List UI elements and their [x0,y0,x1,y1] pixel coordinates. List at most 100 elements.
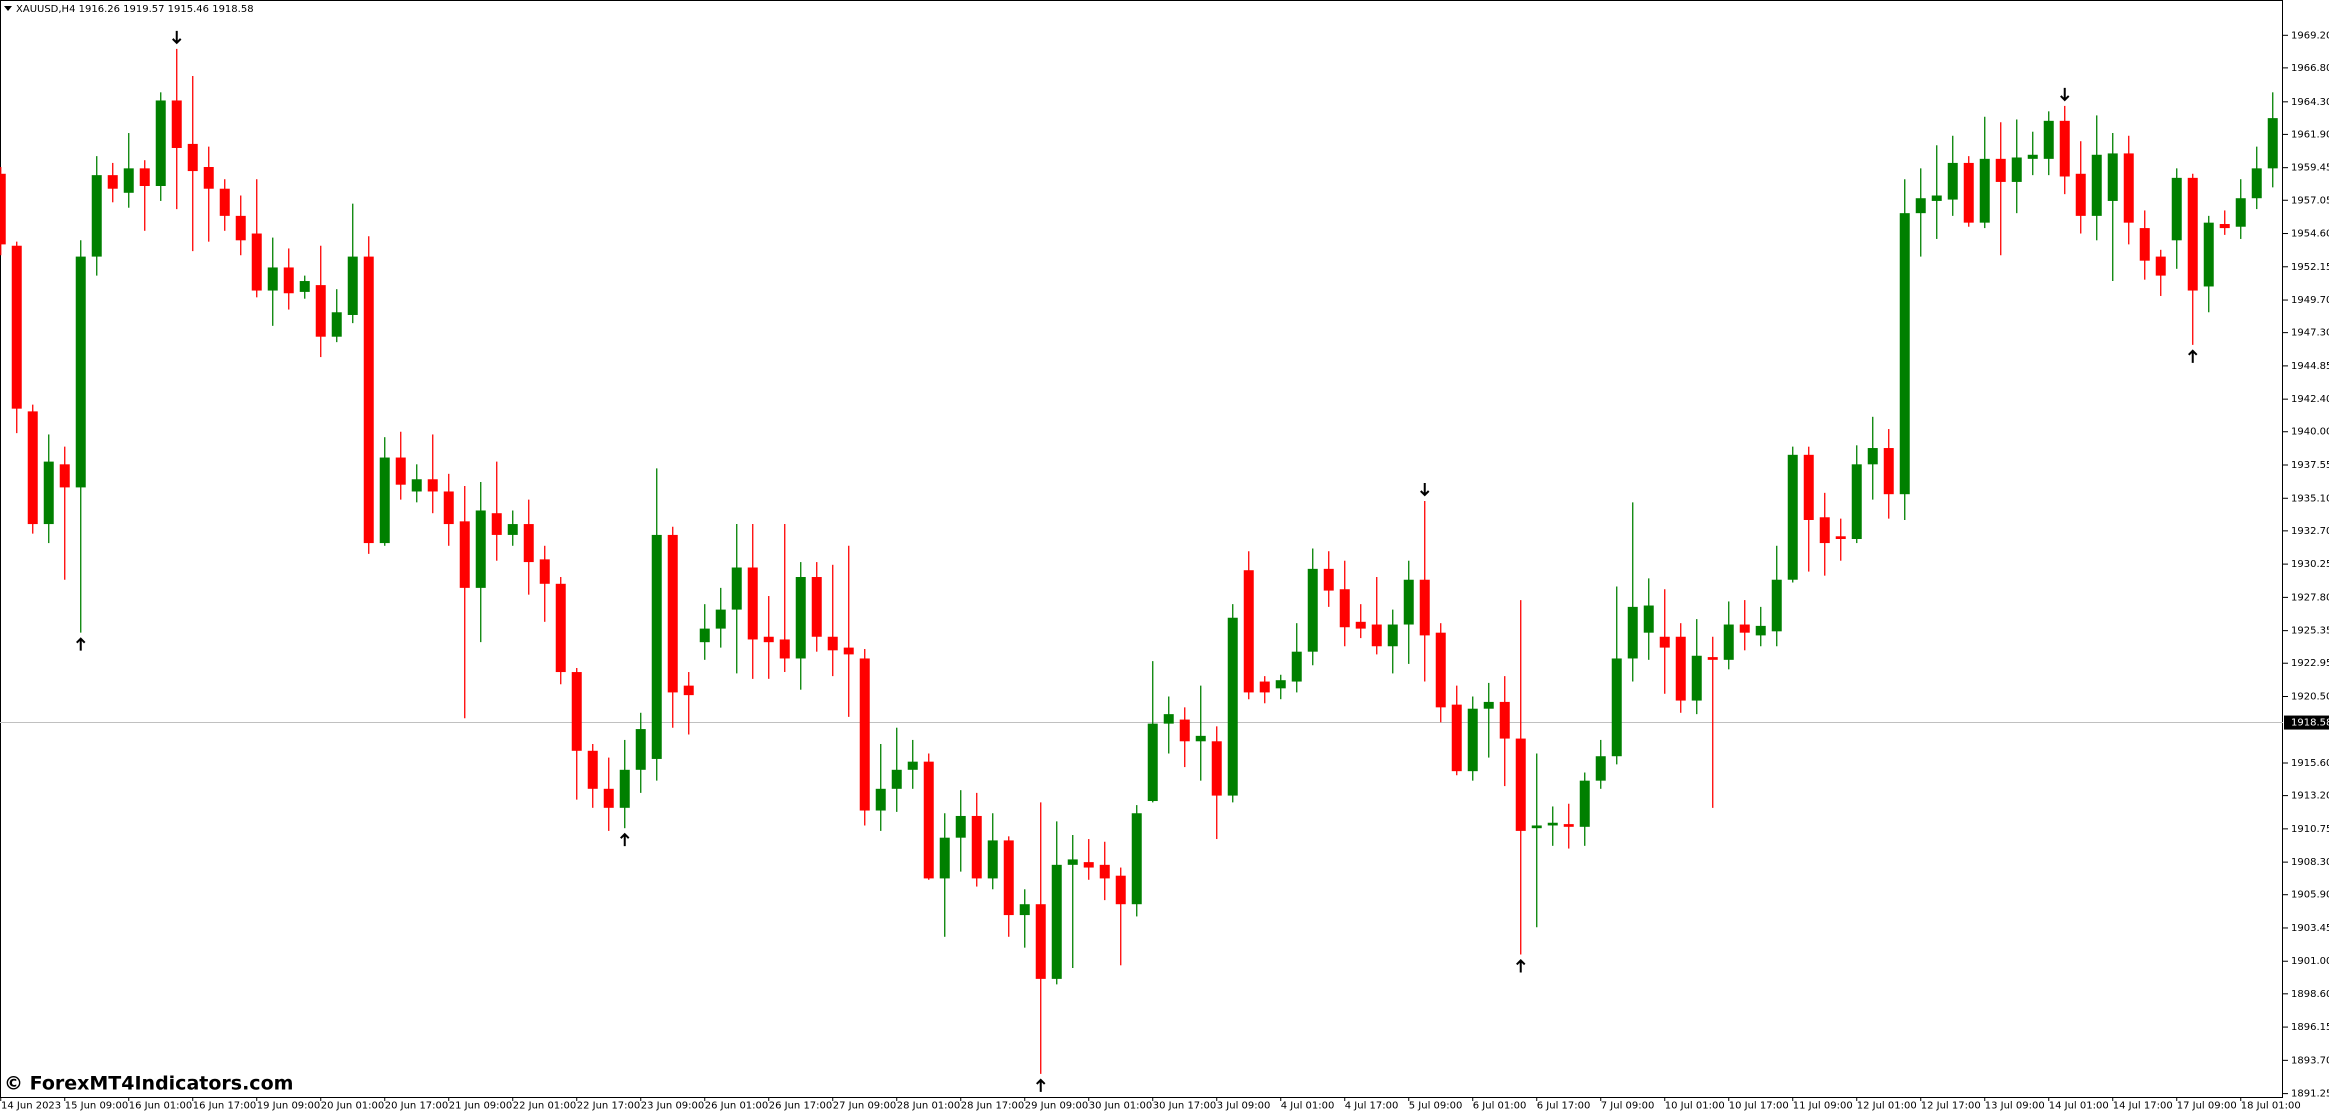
y-tick-label: 1969.20 [2291,30,2329,41]
candle-body [1531,825,1542,829]
candle-body [891,769,902,789]
candle-body [1707,657,1718,660]
candle-body [2187,177,2198,291]
x-tick-label: 16 Jun 17:00 [193,1100,257,1111]
candle-body [2235,198,2246,227]
x-tick-label: 23 Jun 09:00 [641,1100,705,1111]
candle-body [1387,624,1398,647]
y-tick-label: 1922.95 [2291,658,2329,669]
y-tick-label: 1910.75 [2291,824,2329,835]
candle-body [1115,875,1126,905]
y-tick-label: 1957.05 [2291,195,2329,206]
candle-body [1259,681,1270,693]
x-tick-label: 28 Jun 17:00 [961,1100,1025,1111]
candle-body [1595,756,1606,781]
y-tick-label: 1947.30 [2291,328,2329,339]
signal-arrow [172,30,182,45]
x-tick-label: 15 Jun 09:00 [65,1100,129,1111]
candle-body [1403,579,1414,625]
signal-arrow [2188,349,2198,363]
candle-body [1131,813,1142,905]
candle-body [619,769,630,808]
candle-body [1435,632,1446,708]
y-tick-label: 1925.35 [2291,626,2329,637]
candle-body [2027,154,2038,159]
candle-body [1915,198,1926,214]
candle-body [539,559,550,584]
candle-body [1051,864,1062,979]
candle-body [587,750,598,789]
x-tick-label: 13 Jul 09:00 [1985,1100,2045,1111]
x-tick-label: 6 Jul 17:00 [1537,1100,1591,1111]
candle-body [363,256,374,544]
candle-body [299,281,310,292]
candle-body [507,524,518,535]
candle-body [1419,579,1430,636]
x-tick-label: 29 Jun 09:00 [1025,1100,1089,1111]
candle-body [1067,859,1078,865]
x-tick-label: 28 Jun 01:00 [897,1100,961,1111]
x-tick-label: 14 Jul 01:00 [2049,1100,2109,1111]
y-tick-label: 1927.80 [2291,592,2329,603]
candle-body [395,457,406,485]
candle-body [1691,655,1702,701]
y-tick-label: 1896.15 [2291,1022,2329,1033]
chart-title: XAUUSD,H4 1916.26 1919.57 1915.46 1918.5… [16,4,254,15]
candle-body [1547,822,1558,826]
x-tick-label: 30 Jun 17:00 [1153,1100,1217,1111]
candle-body [1243,570,1254,693]
candle-body [1675,636,1686,701]
y-tick-label: 1935.10 [2291,493,2329,504]
candle-body [1835,536,1846,539]
y-tick-label: 1898.60 [2291,989,2329,1000]
candle-body [1035,904,1046,979]
candle-body [1787,454,1798,580]
symbol-menu[interactable] [4,6,12,11]
x-tick-label: 5 Jul 09:00 [1409,1100,1463,1111]
candle-body [635,729,646,770]
x-tick-label: 4 Jul 17:00 [1345,1100,1399,1111]
candle-body [171,100,182,148]
candle-body [1179,719,1190,742]
y-tick-label: 1930.25 [2291,559,2329,570]
candle-body [827,636,838,651]
y-tick-label: 1920.50 [2291,691,2329,702]
candles [0,48,2278,1074]
candle-body [2011,157,2022,182]
candle-body [875,788,886,811]
candle-body [1083,862,1094,868]
candle-body [523,524,534,563]
candle-body [683,685,694,696]
candle-body [1019,904,1030,916]
x-tick-label: 26 Jun 01:00 [705,1100,769,1111]
candle-body [2139,228,2150,261]
candle-body [2107,153,2118,201]
candle-body [939,837,950,879]
candle-body [331,312,342,337]
candle-body [763,636,774,643]
candle-body [379,457,390,544]
y-tick-label: 1905.90 [2291,890,2329,901]
candle-body [443,491,454,525]
candle-body [1995,158,2006,182]
x-tick-label: 6 Jul 01:00 [1473,1100,1527,1111]
y-tick-label: 1964.30 [2291,97,2329,108]
x-tick-label: 27 Jun 09:00 [833,1100,897,1111]
candle-body [123,168,134,193]
candle-body [1659,636,1670,648]
current-price-label: 1918.58 [2291,718,2329,729]
candle-body [315,285,326,337]
candle-body [923,761,934,879]
x-tick-label: 10 Jul 17:00 [1729,1100,1789,1111]
candle-body [459,521,470,588]
candle-body [43,461,54,525]
x-tick-label: 20 Jun 17:00 [385,1100,449,1111]
candle-body [1211,741,1222,796]
candle-body [1195,735,1206,742]
candle-body [267,267,278,291]
candle-body [2075,173,2086,216]
candle-body [811,577,822,637]
candle-body [795,577,806,659]
candle-body [1963,162,1974,223]
y-tick-label: 1891.25 [2291,1089,2329,1100]
